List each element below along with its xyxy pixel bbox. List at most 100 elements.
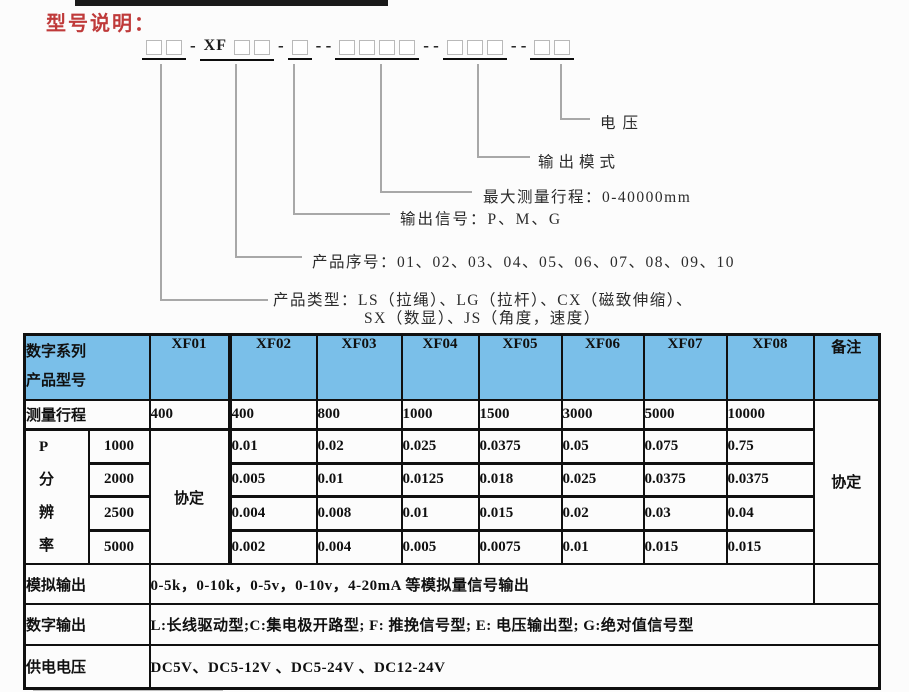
blank-box-icon [291, 39, 308, 55]
resolution-value: 0.0075 [477, 528, 563, 565]
remark-agreement-cell: 协定 [812, 398, 881, 565]
table-row-header: 数字系列 产品型号 XF01 XF02 XF03 XF04 XF05 XF06 … [23, 333, 881, 401]
connector-line-voltage [560, 64, 590, 120]
analog-remark-cell [812, 563, 881, 605]
table-row-analog-output: 模拟输出 0-5k，0-10k，0-5v，0-10v，4-20mA 等模拟量信号… [23, 563, 881, 605]
label-max-travel: 最大测量行程：0-40000mm [483, 189, 692, 206]
table-row-power-supply: 供电电压 DC5V、DC5-12V 、DC5-24V 、DC12-24V [23, 644, 881, 689]
blank-box-icon [359, 39, 376, 55]
blank-box-icon [466, 39, 483, 55]
travel-value: 1000 [400, 398, 480, 431]
analog-output-value: 0-5k，0-10k，0-5v，0-10v，4-20mA 等模拟量信号输出 [148, 563, 815, 605]
format-group-max-travel [335, 39, 420, 60]
format-group-output-mode [442, 39, 507, 60]
format-group-serial: XF [199, 37, 274, 61]
label-output-signal: 输出信号：P、M、G [400, 211, 563, 228]
top-edge-artifact [75, 0, 388, 6]
blank-box-icon [399, 39, 416, 55]
connector-line-output-mode [477, 64, 530, 158]
resolution-value: 0.0375 [725, 461, 815, 498]
resolution-value: 0.01 [560, 528, 645, 565]
resolution-value: 0.03 [642, 495, 728, 532]
resolution-axis-label: P 分 辨 率 [23, 428, 90, 565]
resolution-value: 0.04 [725, 495, 815, 532]
resolution-value: 0.004 [315, 528, 403, 565]
header-model-xf02: XF02 [228, 333, 318, 401]
resolution-value: 0.002 [228, 528, 318, 565]
header-series-line1: 数字系列 [26, 344, 87, 361]
table-row-resolution-2000: 2000 0.005 0.01 0.0125 0.018 0.025 0.037… [25, 461, 880, 498]
blank-box-icon [486, 39, 503, 55]
resolution-value: 0.0375 [477, 428, 563, 465]
connector-line-serial [235, 64, 302, 258]
analog-output-label: 模拟输出 [23, 563, 151, 605]
header-model-xf01: XF01 [148, 333, 232, 401]
label-product-serial: 产品序号：01、02、03、04、05、06、07、08、09、10 [312, 254, 736, 271]
travel-value: 400 [228, 398, 318, 431]
format-group-output-signal [287, 39, 312, 60]
label-product-type-line1: 产品类型：LS（拉绳）、LG（拉杆）、CX（磁致伸缩）、 [273, 292, 694, 309]
resolution-value: 0.005 [228, 461, 318, 498]
format-separator: - [278, 35, 284, 55]
resolution-value: 0.025 [400, 428, 480, 465]
label-product-type: 产品类型：LS（拉绳）、LG（拉杆）、CX（磁致伸缩）、 SX（数显）、JS（角… [273, 292, 693, 328]
travel-value: 400 [148, 398, 232, 431]
table-row-resolution-5000: 5000 0.002 0.004 0.005 0.0075 0.01 0.015… [25, 528, 880, 565]
resolution-value: 0.05 [560, 428, 645, 465]
resolution-value: 0.01 [315, 461, 403, 498]
travel-value: 3000 [560, 398, 645, 431]
power-supply-value: DC5V、DC5-12V 、DC5-24V 、DC12-24V [148, 644, 881, 689]
blank-box-icon [146, 39, 162, 55]
blank-box-icon [446, 39, 463, 55]
table-row-resolution-2500: 2500 0.004 0.008 0.01 0.015 0.02 0.03 0.… [25, 495, 880, 532]
blank-box-icon [254, 39, 270, 55]
model-format-line: - XF - - - - - - - [141, 35, 575, 61]
header-series-line2: 产品型号 [26, 373, 87, 390]
resolution-value: 0.075 [642, 428, 728, 465]
resolution-value: 0.0125 [400, 461, 480, 498]
blank-box-icon [554, 39, 571, 55]
connector-line-max-travel [380, 64, 472, 193]
resolution-value: 0.75 [725, 428, 815, 465]
label-product-type-line2: SX（数显）、JS（角度，速度） [364, 310, 601, 327]
resolution-value: 0.015 [642, 528, 728, 565]
resolution-value: 0.025 [560, 461, 645, 498]
connector-line-output-signal [293, 64, 390, 215]
resolution-value: 0.01 [228, 428, 318, 465]
resolution-value: 0.004 [228, 495, 318, 532]
blank-box-icon [534, 39, 551, 55]
format-separator: - - [510, 35, 527, 55]
header-model-xf03: XF03 [315, 333, 403, 401]
format-group-voltage [530, 39, 575, 60]
table-row-digital-output: 数字输出 L:长线驱动型;C:集电极开路型; F: 推挽信号型; E: 电压输出… [23, 603, 881, 646]
format-separator: - - [315, 35, 332, 55]
resolution-value: 0.02 [315, 428, 403, 465]
travel-value: 800 [315, 398, 403, 431]
resolution-value: 0.008 [315, 495, 403, 532]
spec-table: 数字系列 产品型号 XF01 XF02 XF03 XF04 XF05 XF06 … [23, 333, 882, 690]
power-supply-label: 供电电压 [23, 644, 151, 689]
format-separator: - [190, 35, 196, 55]
blank-box-icon [339, 39, 356, 55]
header-model-xf07: XF07 [642, 333, 728, 401]
resolution-level: 1000 [87, 428, 151, 465]
bottom-edge-artifact [33, 688, 223, 691]
label-output-mode: 输出模式 [538, 154, 621, 171]
xf01-agreement-cell: 协定 [148, 428, 232, 565]
resolution-level: 2000 [87, 461, 151, 498]
header-model-xf05: XF05 [477, 333, 563, 401]
resolution-value: 0.01 [400, 495, 480, 532]
resolution-value: 0.02 [560, 495, 645, 532]
travel-label: 测量行程 [23, 398, 151, 431]
resolution-value: 0.0375 [642, 461, 728, 498]
header-model-xf08: XF08 [725, 333, 815, 401]
header-series-cell: 数字系列 产品型号 [23, 333, 151, 401]
digital-output-label: 数字输出 [23, 603, 151, 646]
blank-box-icon [234, 39, 250, 55]
connector-line-product-type [160, 64, 268, 301]
format-separator: - - [423, 35, 439, 55]
resolution-value: 0.018 [477, 461, 563, 498]
blank-box-icon [379, 39, 396, 55]
header-model-xf04: XF04 [400, 333, 480, 401]
